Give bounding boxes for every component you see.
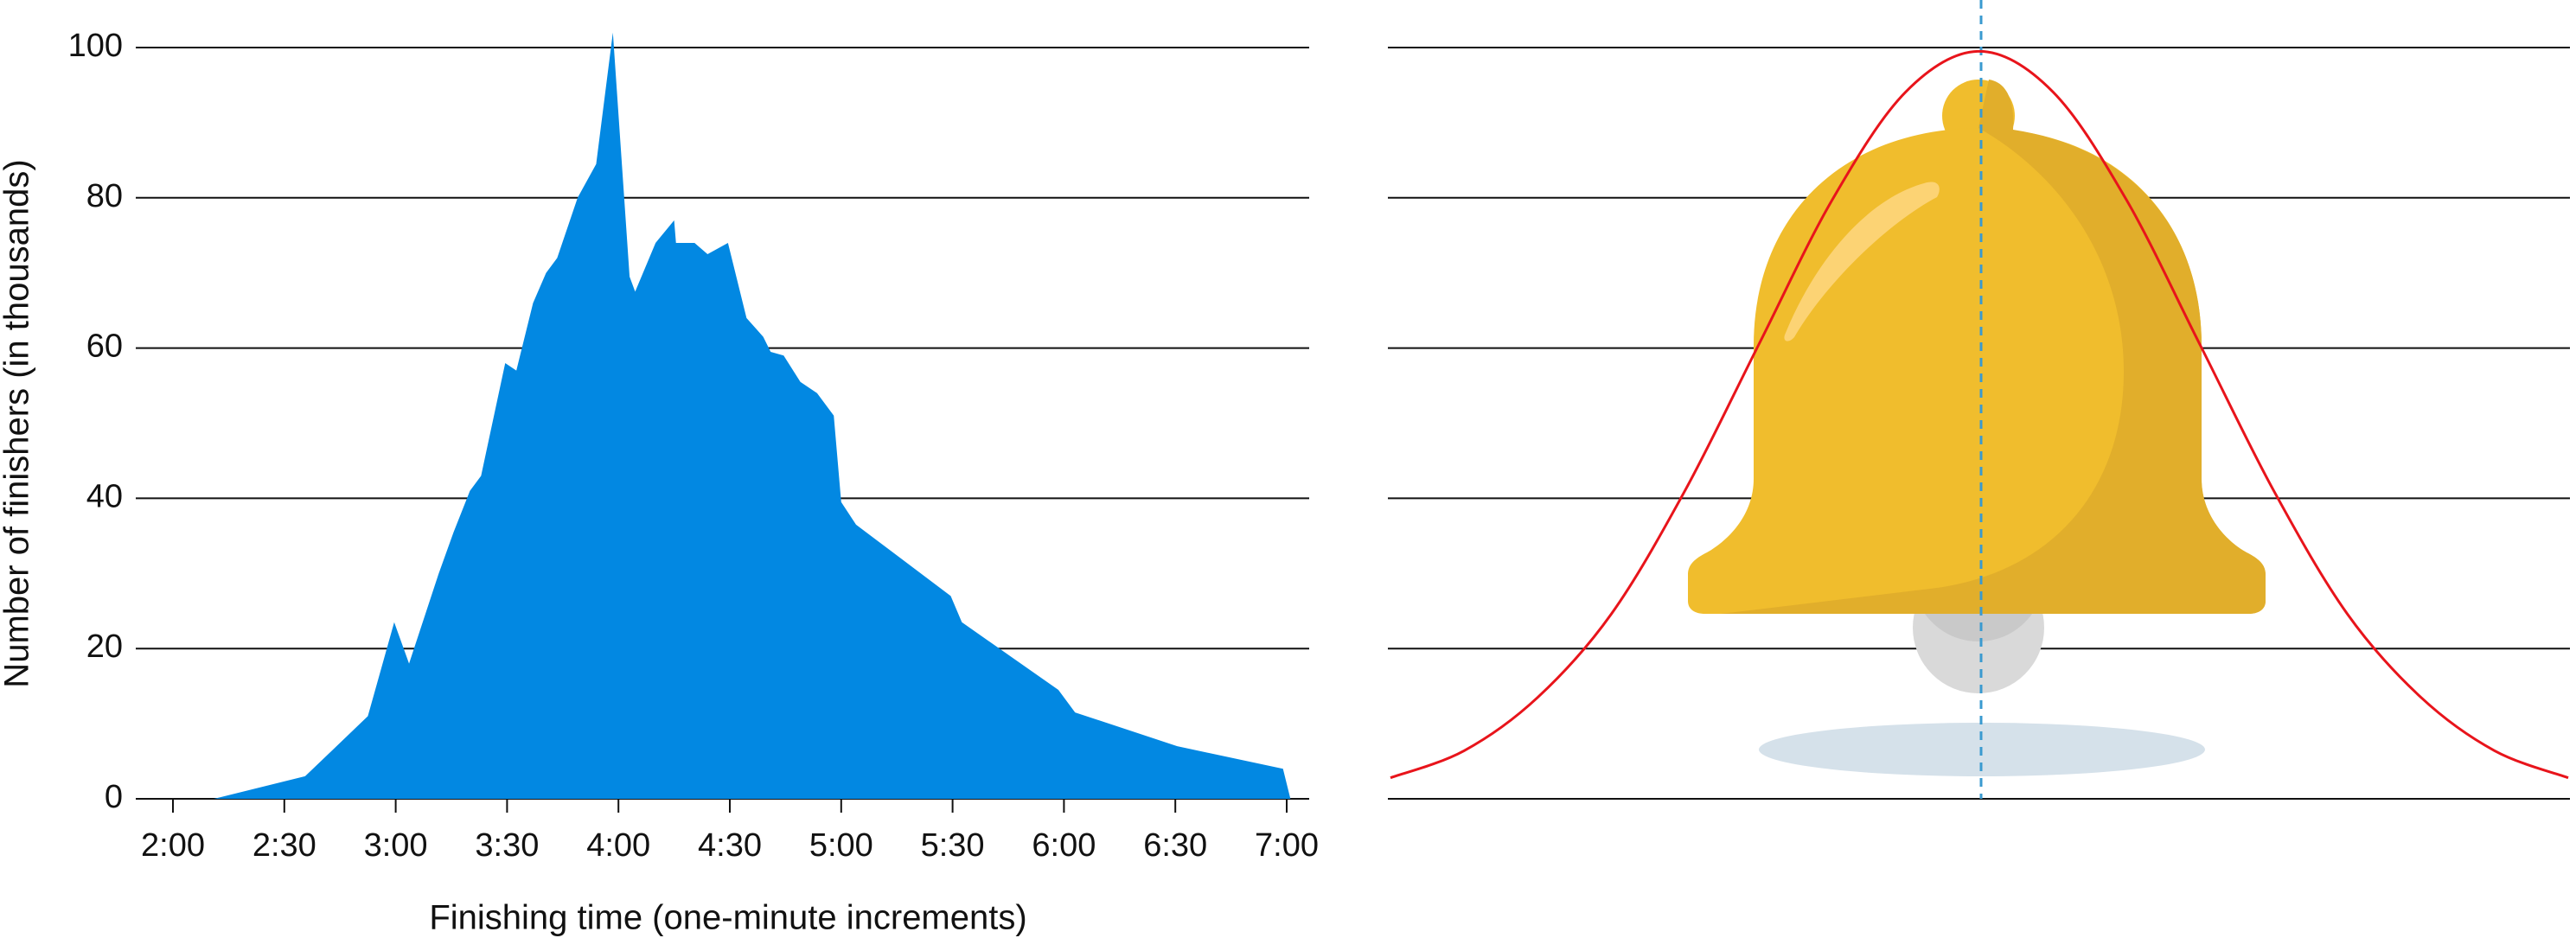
x-tick-label: 5:00 (809, 827, 873, 864)
y-tick-label: 0 (105, 779, 123, 815)
left-panel: 0 20 40 60 80 100 2:00 2:30 3:00 3:30 4:00 4:30 5:00… (0, 28, 1319, 937)
bell-illustration (1688, 80, 2266, 776)
bell-highlight (1784, 182, 1940, 341)
x-tick-label: 6:30 (1143, 827, 1207, 864)
y-axis-title: Number of finishers (in thousands) (0, 159, 36, 687)
bell-clapper-shade (1920, 605, 2037, 642)
line (1390, 49, 2569, 780)
y-tick-label: 100 (68, 28, 123, 64)
x-tick-label: 3:30 (475, 827, 539, 864)
x-tick-label: 2:30 (252, 827, 316, 864)
x-tick-label: 2:00 (141, 827, 205, 864)
y-tick-label: 80 (86, 178, 123, 214)
y-tick-label: 60 (86, 329, 123, 365)
area (214, 32, 1291, 800)
x-tick-label: 3:00 (364, 827, 428, 864)
x-tick-label: 5:30 (921, 827, 985, 864)
y-tick-label: 40 (86, 478, 123, 514)
x-tick-label: 7:00 (1255, 827, 1319, 864)
right-panel (1388, 0, 2570, 800)
x-tick-label: 4:00 (586, 827, 650, 864)
x-tick-label: 6:00 (1032, 827, 1096, 864)
bell-shade (1721, 80, 2266, 614)
x-axis-title: Finishing time (one-minute increments) (429, 899, 1026, 937)
y-tick-label: 20 (86, 629, 123, 665)
x-tick-label: 4:30 (698, 827, 762, 864)
